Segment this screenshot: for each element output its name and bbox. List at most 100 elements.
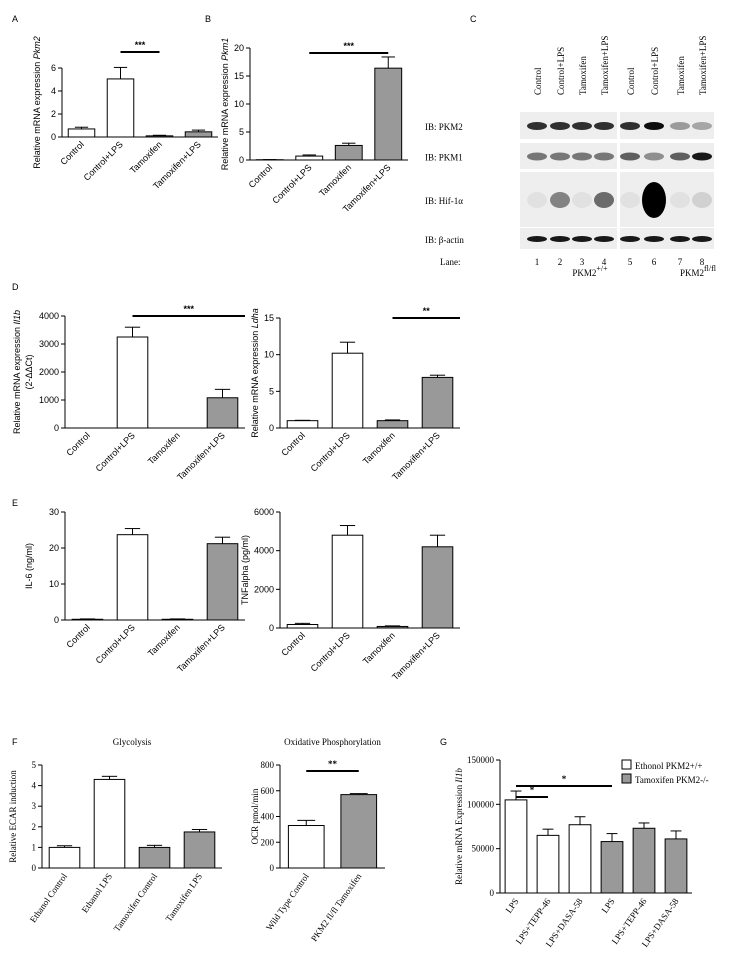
bar [376,420,409,429]
y-label-part: Relative mRNA expression [32,59,42,169]
y-tick-label: 4000 [39,311,59,321]
panel-letter: C [470,14,477,24]
significance-label: ** [328,759,338,769]
bar [106,78,135,138]
y-label-part: Pkm1 [220,38,230,61]
x-tick-label: Tamoxifen Control [112,871,160,933]
y-tick-label: 3 [32,801,37,811]
y-tick-label: 2000 [254,584,274,594]
genotype-base: PKM2 [572,268,596,278]
panel-letter: D [12,282,19,292]
significance-label: ** [423,306,431,316]
bar [183,831,216,869]
x-tick-label: Tamoxifen+LPS [390,630,442,682]
genotype-label: PKM2fl/fl [680,264,717,278]
y-tick-label: 0 [54,423,59,433]
band [644,236,664,242]
y-tick-label: 30 [49,507,59,517]
panel-letter: G [440,737,447,747]
band [670,122,690,130]
legend-swatch [621,759,632,770]
panel-letter: A [12,14,18,24]
bar [116,534,149,621]
legend-label: Tamoxifen PKM2-/- [635,775,709,785]
y-axis-label: Relative mRNA expression Ldha [250,308,260,438]
band [692,122,712,130]
x-tick-label: Wild Type Control [264,871,311,932]
band [594,122,614,130]
row-label: IB: β-actin [425,235,464,245]
lane-number: 6 [652,257,657,267]
lane-number: 8 [700,257,705,267]
y-tick-label: 4000 [254,546,274,556]
y-axis-label: (2-ΔΔCt) [24,354,34,389]
significance-label: *** [343,41,354,51]
y-tick-label: 0 [32,863,37,873]
y-axis-label: Relative mRNA expression Il1b [12,310,22,434]
column-label: Control [533,67,543,95]
genotype-label: PKM2+/+ [572,264,608,278]
x-tick-label: Control+LPS [309,430,352,473]
band [572,122,592,130]
bar [374,67,403,161]
legend-label: Ethonol PKM2+/+ [635,761,702,771]
y-tick-label: 0 [269,623,274,633]
y-label-part: Ldha [250,308,260,328]
genotype-sup: fl/fl [704,264,717,273]
x-tick-label: Control [64,622,92,650]
band [644,122,664,130]
band [644,152,664,161]
y-axis-label: TNFalpha (pg/ml) [240,535,250,605]
lane-number: 1 [535,257,540,267]
blot-strip [620,172,714,227]
band [572,192,592,208]
panel-letter: B [205,14,211,24]
x-tick-label: Ethanol Control [28,871,70,924]
bar [536,834,560,894]
x-tick-label: Control [64,430,92,458]
y-tick-label: 20 [234,43,244,53]
bar [664,838,688,894]
y-tick-label: 2 [32,822,37,832]
y-axis-label: IL-6 (ng/ml) [24,543,34,589]
bar [206,397,239,429]
y-tick-label: 0 [270,863,275,873]
y-tick-label: 4 [51,86,56,96]
band [620,236,640,242]
band [572,236,592,242]
band [620,152,640,161]
y-label-part: Il1b [454,768,464,784]
band [620,192,640,208]
bar [286,624,319,629]
panel: 0 5 10 15 Control Control+LPS TamoxifenTamoxif… [250,306,460,482]
band [692,236,712,242]
bar [93,778,126,869]
y-axis-label: Relative ECAR induction [8,770,18,863]
genotype-sup: +/+ [596,264,608,273]
column-label: Tamoxifen [578,56,588,95]
bar [286,420,319,429]
y-tick-label: 1 [32,842,37,852]
significance-label: * [530,785,535,795]
bar [67,128,96,138]
band [670,236,690,242]
bar [568,824,592,894]
y-tick-label: 6 [51,63,56,73]
column-label: Control+LPS [650,47,660,95]
column-label: Control [626,67,636,95]
y-tick-label: 50000 [472,844,495,854]
lane-number: 4 [602,257,607,267]
y-label-part: Relative mRNA expression [220,61,230,171]
x-tick-label: Tamoxifen [361,630,397,666]
band [594,152,614,161]
lane-label: Lane: [440,257,461,267]
y-tick-label: 400 [261,812,275,822]
x-tick-label: Control [279,430,307,458]
x-tick-label: Control+LPS [94,622,137,665]
x-tick-label: Tamoxifen LPS [163,871,204,923]
x-tick-label: Tamoxifen [361,430,397,466]
x-tick-label: LPS [600,896,617,914]
